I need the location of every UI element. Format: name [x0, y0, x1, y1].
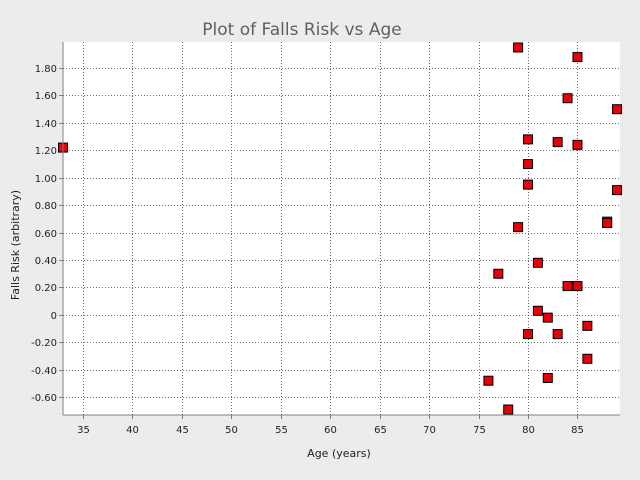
x-tick-label: 70: [423, 425, 436, 436]
x-tick-label: 45: [176, 425, 189, 436]
x-tick-label: 65: [374, 425, 387, 436]
y-tick-label: 1.40: [35, 119, 57, 130]
data-point: [552, 137, 563, 148]
data-point: [612, 104, 623, 115]
x-tick-label: 60: [324, 425, 337, 436]
x-tick-label: 35: [77, 425, 90, 436]
data-point: [532, 257, 543, 268]
data-point: [493, 268, 504, 279]
axis-ticks: 35 40 45 50 55 60 65 70 75 80 85 -0.60 -0.40 -0.20 0 0.…: [31, 64, 584, 436]
y-tick-label: 0.40: [35, 256, 57, 267]
y-tick-label: 1.20: [35, 146, 57, 157]
data-point: [562, 281, 573, 292]
y-tick-label: 1.60: [35, 91, 57, 102]
data-point: [582, 320, 593, 331]
y-tick-label: -0.20: [31, 338, 57, 349]
data-point: [542, 312, 553, 323]
y-tick-label: 1.80: [35, 64, 57, 75]
data-point: [513, 222, 524, 233]
y-tick-label: 0.20: [35, 283, 57, 294]
data-point: [542, 372, 553, 383]
y-tick-label: 0.60: [35, 229, 57, 240]
data-point: [612, 185, 623, 196]
x-tick-label: 85: [571, 425, 584, 436]
y-tick-label: -0.60: [31, 393, 57, 404]
x-tick-label: 55: [275, 425, 288, 436]
data-point: [582, 353, 593, 364]
data-point: [572, 139, 583, 150]
y-tick-label: 0.80: [35, 201, 57, 212]
y-tick-label: 1.00: [35, 174, 57, 185]
data-point: [602, 218, 613, 229]
data-point: [483, 375, 494, 386]
chart-title: Plot of Falls Risk vs Age: [202, 20, 401, 40]
x-tick-label: 80: [522, 425, 535, 436]
data-point: [552, 329, 563, 340]
data-points: [58, 42, 623, 415]
plot-area: [63, 42, 620, 415]
data-point: [572, 52, 583, 63]
grid-lines: [63, 42, 620, 415]
x-axis-label: Age (years): [307, 447, 371, 460]
data-point: [532, 305, 543, 316]
data-point: [503, 404, 514, 415]
y-axis-label: Falls Risk (arbitrary): [9, 190, 22, 300]
x-tick-label: 50: [225, 425, 238, 436]
y-tick-label: -0.40: [31, 366, 57, 377]
x-tick-label: 40: [126, 425, 139, 436]
x-tick-label: 75: [473, 425, 486, 436]
data-point: [522, 159, 533, 170]
data-point: [513, 42, 524, 53]
y-tick-label: 0: [51, 311, 57, 322]
data-point: [522, 329, 533, 340]
data-point: [562, 93, 573, 104]
data-point: [572, 281, 583, 292]
data-point: [522, 134, 533, 145]
data-point: [522, 179, 533, 190]
